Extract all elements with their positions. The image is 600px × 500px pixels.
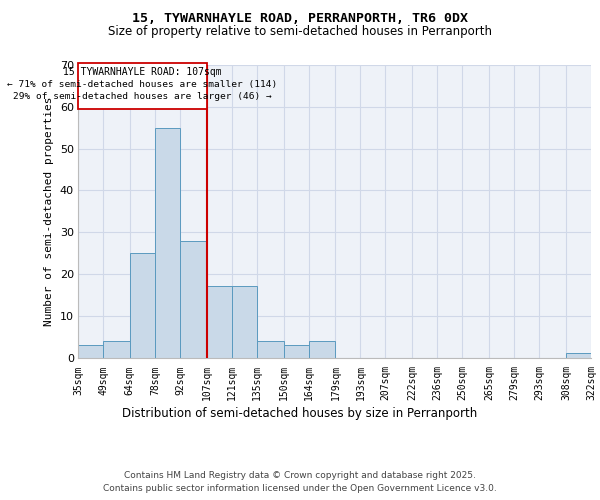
Text: Distribution of semi-detached houses by size in Perranporth: Distribution of semi-detached houses by …	[122, 408, 478, 420]
Text: 15 TYWARNHAYLE ROAD: 107sqm: 15 TYWARNHAYLE ROAD: 107sqm	[63, 67, 221, 77]
Bar	[155, 128, 180, 358]
Bar	[206, 286, 232, 358]
Bar	[232, 286, 257, 358]
Bar	[103, 341, 130, 357]
Bar	[78, 345, 103, 358]
Bar	[308, 341, 335, 357]
Text: Size of property relative to semi-detached houses in Perranporth: Size of property relative to semi-detach…	[108, 25, 492, 38]
FancyBboxPatch shape	[78, 63, 206, 109]
Bar	[284, 345, 308, 358]
Bar	[130, 253, 155, 358]
Text: 29% of semi-detached houses are larger (46) →: 29% of semi-detached houses are larger (…	[13, 92, 272, 101]
Bar	[566, 354, 591, 358]
Bar	[180, 240, 206, 358]
Text: Contains public sector information licensed under the Open Government Licence v3: Contains public sector information licen…	[103, 484, 497, 493]
Text: ← 71% of semi-detached houses are smaller (114): ← 71% of semi-detached houses are smalle…	[7, 80, 277, 88]
Text: 15, TYWARNHAYLE ROAD, PERRANPORTH, TR6 0DX: 15, TYWARNHAYLE ROAD, PERRANPORTH, TR6 0…	[132, 12, 468, 26]
Text: Contains HM Land Registry data © Crown copyright and database right 2025.: Contains HM Land Registry data © Crown c…	[124, 471, 476, 480]
Bar	[257, 341, 284, 357]
Y-axis label: Number of semi-detached properties: Number of semi-detached properties	[44, 96, 54, 326]
